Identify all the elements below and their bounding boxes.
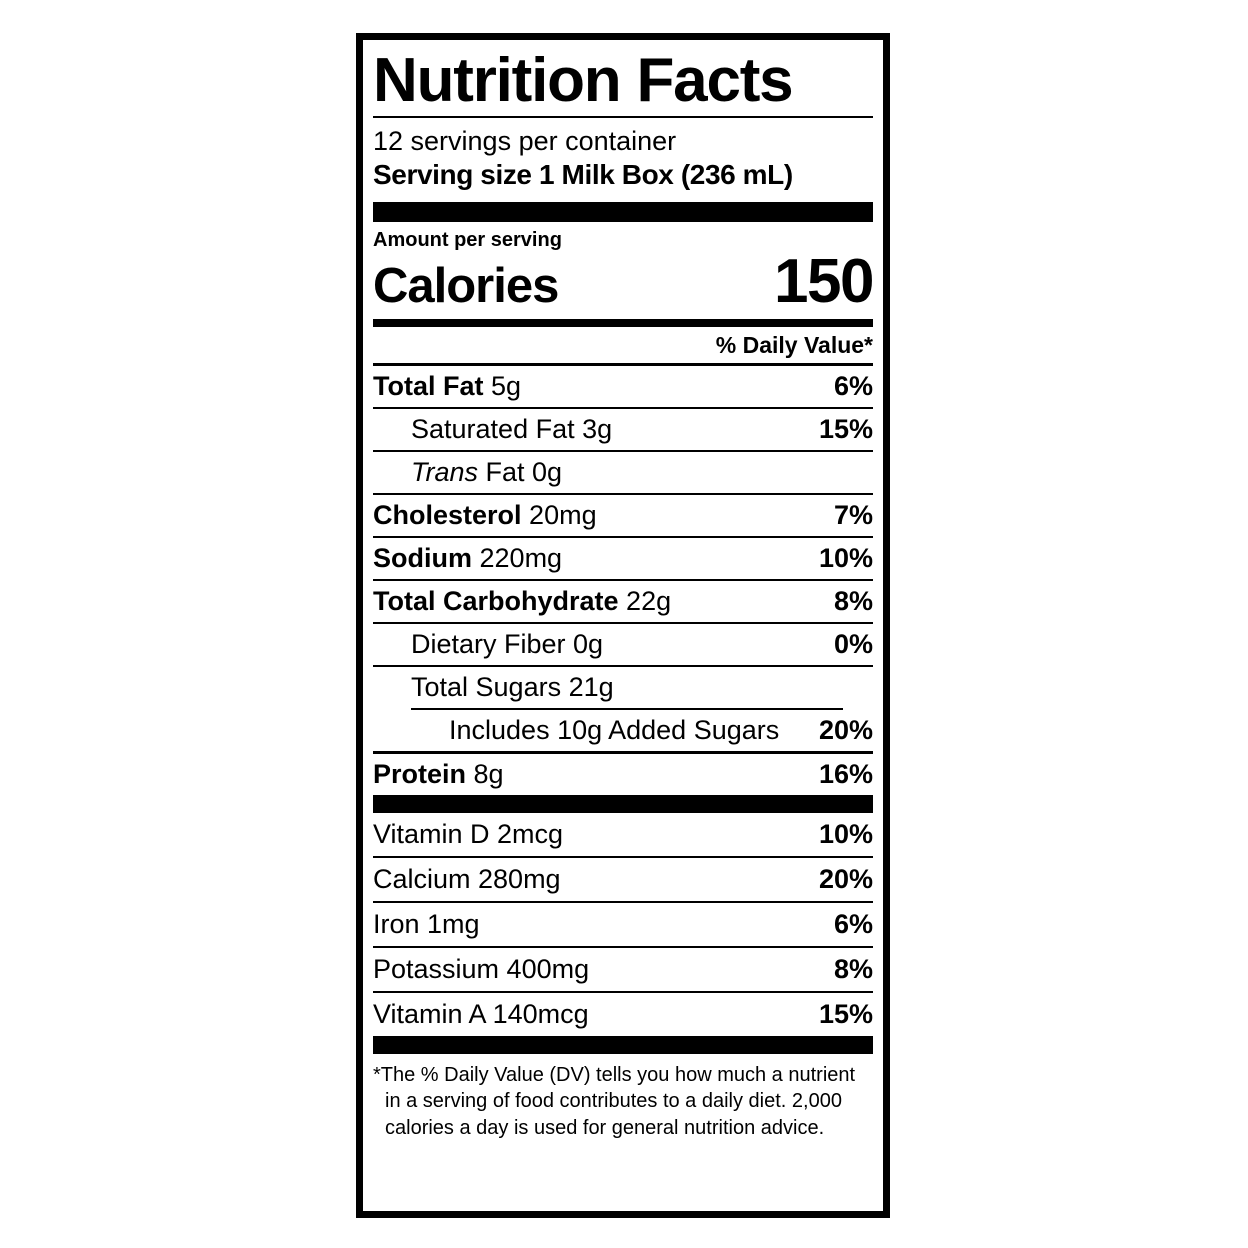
- carb-amount: 22g: [626, 585, 672, 616]
- table-row-saturated-fat: Saturated Fat 3g 15%: [373, 409, 873, 450]
- row-divider: [373, 492, 873, 495]
- row-divider: [373, 621, 873, 624]
- row-divider: [373, 578, 873, 581]
- trans-fat-rest: Fat 0g: [485, 456, 563, 487]
- protein-bold-label: Protein: [373, 758, 467, 789]
- table-row-protein: Protein 8g 16%: [373, 754, 873, 795]
- table-row-total-sugars: Total Sugars 21g: [373, 667, 873, 708]
- vitamin-a-label: Vitamin A 140mcg: [373, 998, 589, 1029]
- carb-pct: 8%: [833, 585, 873, 616]
- dietary-fiber-label: Dietary Fiber 0g: [411, 628, 604, 659]
- vitamin-d-pct: 10%: [818, 818, 873, 849]
- row-divider: [373, 406, 873, 409]
- nutrition-facts-panel: Nutrition Facts 12 servings per containe…: [356, 33, 890, 1218]
- total-sugars-divider: [411, 707, 843, 710]
- total-fat-pct: 6%: [833, 370, 873, 401]
- iron-pct: 6%: [833, 908, 873, 939]
- iron-label: Iron 1mg: [373, 908, 480, 939]
- calories-separator: [373, 318, 873, 327]
- total-sugars-label: Total Sugars 21g: [411, 671, 614, 702]
- page-title: Nutrition Facts: [373, 46, 794, 115]
- thick-separator-top: [373, 201, 873, 222]
- cholesterol-pct: 7%: [833, 499, 873, 530]
- table-row-added-sugars: Includes 10g Added Sugars 20%: [373, 710, 873, 751]
- table-row-iron: Iron 1mg 6%: [373, 903, 873, 946]
- nutrient-name-total-fat: Total Fat 5g: [373, 370, 522, 401]
- added-sugars-label: Includes 10g Added Sugars: [449, 714, 780, 745]
- thick-separator-footnote: [373, 1035, 873, 1054]
- potassium-label: Potassium 400mg: [373, 953, 590, 984]
- table-row-vitamin-d: Vitamin D 2mcg 10%: [373, 813, 873, 856]
- row-divider: [373, 750, 873, 754]
- cholesterol-amount: 20mg: [529, 499, 597, 530]
- carb-bold-label: Total Carbohydrate: [373, 585, 619, 616]
- footnote-line-1: *The % Daily Value (DV) tells you how mu…: [373, 1063, 856, 1086]
- calories-row: Calories 150: [373, 246, 874, 316]
- saturated-fat-label: Saturated Fat 3g: [411, 413, 613, 444]
- footnote-line-3: calories a day is used for general nutri…: [385, 1116, 825, 1139]
- total-sugars-divider-wrap: [373, 707, 873, 710]
- cholesterol-bold-label: Cholesterol: [373, 499, 522, 530]
- table-row-calcium: Calcium 280mg 20%: [373, 858, 873, 901]
- table-row-trans-fat: Trans Fat 0g: [373, 452, 873, 493]
- total-fat-amount: 5g: [491, 370, 522, 401]
- added-sugars-pct: 20%: [818, 714, 873, 745]
- nutrient-name-sodium: Sodium 220mg: [373, 542, 563, 573]
- calcium-pct: 20%: [818, 863, 873, 894]
- table-row-dietary-fiber: Dietary Fiber 0g 0%: [373, 624, 873, 665]
- serving-size: Serving size 1 Milk Box (236 mL): [373, 159, 793, 191]
- row-divider: [373, 990, 873, 993]
- calcium-label: Calcium 280mg: [373, 863, 561, 894]
- table-row-total-carbohydrate: Total Carbohydrate 22g 8%: [373, 581, 873, 622]
- nutrient-name-cholesterol: Cholesterol 20mg: [373, 499, 597, 530]
- vitamin-a-pct: 15%: [818, 998, 873, 1029]
- protein-pct: 16%: [818, 758, 873, 789]
- table-row-total-fat: Total Fat 5g 6%: [373, 366, 873, 407]
- row-divider: [373, 945, 873, 948]
- amount-per-serving-label: Amount per serving: [373, 228, 562, 251]
- footnote-line-2: in a serving of food contributes to a da…: [385, 1090, 842, 1113]
- total-fat-bold-label: Total Fat: [373, 370, 484, 401]
- nutrition-facts-inner: Nutrition Facts 12 servings per containe…: [363, 40, 883, 1211]
- calories-label: Calories: [373, 258, 559, 313]
- potassium-pct: 8%: [833, 953, 873, 984]
- table-row-cholesterol: Cholesterol 20mg 7%: [373, 495, 873, 536]
- calories-value: 150: [774, 246, 874, 316]
- vitamin-d-label: Vitamin D 2mcg: [373, 818, 564, 849]
- servings-per-container: 12 servings per container: [373, 125, 677, 156]
- table-row-potassium: Potassium 400mg 8%: [373, 948, 873, 991]
- row-divider: [373, 855, 873, 858]
- row-divider: [373, 449, 873, 452]
- table-row-vitamin-a: Vitamin A 140mcg 15%: [373, 993, 873, 1036]
- sodium-pct: 10%: [818, 542, 873, 573]
- row-divider: [373, 535, 873, 538]
- sodium-bold-label: Sodium: [373, 542, 472, 573]
- row-divider: [373, 664, 873, 667]
- nutrient-name-total-carbohydrate: Total Carbohydrate 22g: [373, 585, 672, 616]
- thick-separator-vitamins: [373, 794, 873, 813]
- table-row-sodium: Sodium 220mg 10%: [373, 538, 873, 579]
- title-divider: [373, 115, 873, 118]
- trans-fat-label: Trans Fat 0g: [411, 456, 563, 487]
- nutrient-name-protein: Protein 8g: [373, 758, 504, 789]
- saturated-fat-pct: 15%: [818, 413, 873, 444]
- protein-amount: 8g: [473, 758, 504, 789]
- daily-value-header: % Daily Value*: [715, 331, 873, 358]
- daily-value-footnote: *The % Daily Value (DV) tells you how mu…: [373, 1054, 873, 1141]
- daily-value-divider: [373, 362, 873, 366]
- row-divider: [373, 900, 873, 903]
- trans-italic-word: Trans: [411, 456, 479, 487]
- sodium-amount: 220mg: [479, 542, 563, 573]
- dietary-fiber-pct: 0%: [833, 628, 873, 659]
